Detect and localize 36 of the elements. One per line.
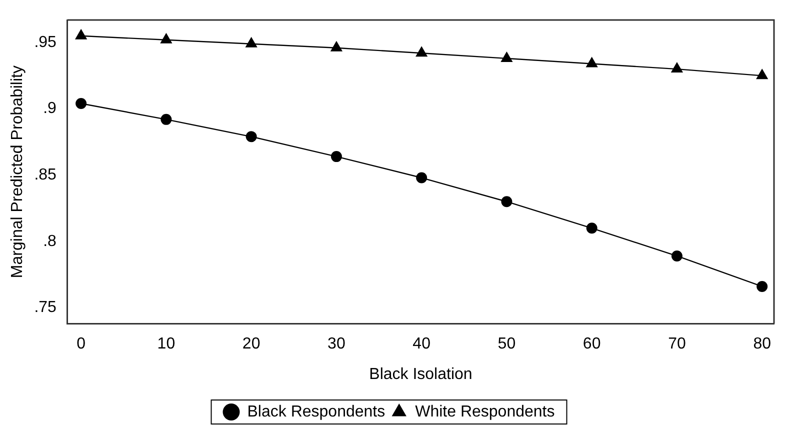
point: [671, 250, 682, 262]
point: [160, 114, 172, 125]
point: [756, 68, 768, 80]
legend-label: White Respondents: [415, 403, 555, 420]
x-axis-title: Black Isolation: [369, 366, 472, 383]
x-tick-label: 60: [582, 336, 601, 353]
point: [160, 32, 172, 44]
x-tick-label: 20: [242, 336, 260, 353]
y-axis-title: Marginal Predicted Probability: [9, 66, 26, 278]
point: [330, 151, 342, 162]
point: [670, 62, 684, 73]
point: [330, 40, 343, 52]
point: [500, 51, 513, 62]
point: [245, 36, 258, 48]
point: [416, 172, 428, 184]
y-tick-label: .9: [43, 100, 57, 118]
point: [76, 98, 87, 110]
x-tick-label: 30: [328, 336, 346, 353]
x-tick-label: 80: [753, 336, 772, 353]
y-tick-label: .85: [34, 166, 57, 184]
point: [501, 196, 512, 208]
point: [586, 56, 598, 68]
y-tick-label: .75: [34, 299, 57, 316]
x-tick-label: 0: [76, 336, 86, 353]
y-tick-label: .95: [34, 34, 57, 51]
point: [246, 131, 257, 142]
x-tick-label: 40: [412, 336, 431, 353]
point: [756, 280, 768, 292]
y-tick-label: .8: [43, 232, 57, 250]
point: [416, 46, 428, 57]
point: [75, 28, 88, 40]
point: [586, 222, 598, 234]
x-tick-label: 70: [668, 336, 686, 353]
x-tick-label: 50: [498, 336, 516, 353]
x-tick-label: 10: [157, 336, 176, 353]
legend-label: Black Respondents: [247, 403, 386, 420]
